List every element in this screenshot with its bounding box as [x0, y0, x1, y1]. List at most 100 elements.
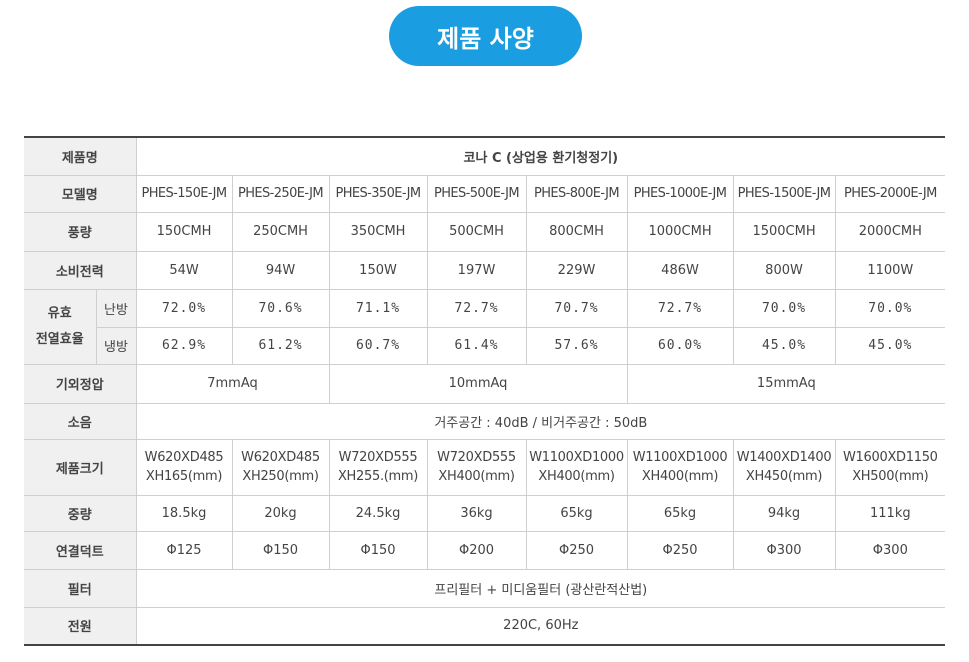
- data-cell: 229W: [525, 250, 628, 290]
- data-cell: 800CMH: [525, 211, 628, 252]
- data-cell: 60.7%: [328, 326, 428, 365]
- data-cell: 1500CMH: [732, 211, 836, 252]
- spec-table: 제품명 코나 C (상업용 환기청정기) 모델명 PHES-150E-JM PHE…: [24, 136, 946, 646]
- data-cell: 220C, 60Hz: [135, 606, 946, 646]
- data-cell: W620XD485 XH250(mm): [231, 438, 330, 496]
- size-line-2: XH165(mm): [145, 469, 223, 484]
- size-line-2: XH400(mm): [438, 469, 515, 484]
- data-cell: 45.0%: [834, 326, 946, 365]
- size-line-1: W720XD555: [338, 450, 418, 465]
- data-cell: 7mmAq: [135, 363, 330, 404]
- row-header: 유효 전열효율: [24, 288, 97, 365]
- data-cell: 61.2%: [231, 326, 330, 365]
- row-header: 제품명: [24, 136, 137, 176]
- data-cell: PHES-800E-JM: [525, 174, 628, 213]
- row-header: 제품크기: [24, 438, 137, 496]
- data-cell: PHES-350E-JM: [328, 174, 428, 213]
- size-line-1: W1100XD1000: [632, 450, 728, 465]
- data-cell: 486W: [626, 250, 734, 290]
- data-cell: 10mmAq: [328, 363, 628, 404]
- data-cell: 36kg: [426, 494, 527, 532]
- data-cell: 거주공간 : 40dB / 비거주공간 : 50dB: [135, 402, 946, 440]
- data-cell: 1000CMH: [626, 211, 734, 252]
- size-line-1: W620XD485: [241, 450, 320, 465]
- page-title: 제품 사양: [389, 6, 582, 66]
- data-cell: 프리필터 + 미디움필터 (광산란적산법): [135, 568, 946, 608]
- data-cell: 94kg: [732, 494, 836, 532]
- row-model: 모델명 PHES-150E-JM PHES-250E-JM PHES-350E-JM…: [24, 174, 946, 213]
- data-cell: 800W: [732, 250, 836, 290]
- row-cooling-eff: 냉방 62.9% 61.2% 60.7% 61.4% 57.6% 60.0% 45.0% 45…: [24, 326, 946, 365]
- row-product-name: 제품명 코나 C (상업용 환기청정기): [24, 136, 946, 176]
- row-header: 필터: [24, 568, 137, 608]
- data-cell: W620XD485 XH165(mm): [135, 438, 233, 496]
- data-cell: 65kg: [626, 494, 734, 532]
- data-cell: 72.7%: [626, 288, 734, 328]
- row-power-supply: 전원 220C, 60Hz: [24, 606, 946, 646]
- size-line-2: XH255.(mm): [337, 469, 419, 484]
- data-cell: 94W: [231, 250, 330, 290]
- data-cell: Φ250: [626, 530, 734, 570]
- data-cell: 70.0%: [732, 288, 836, 328]
- data-cell: 60.0%: [626, 326, 734, 365]
- data-cell: 500CMH: [426, 211, 527, 252]
- row-header: 소음: [24, 402, 137, 440]
- row-header: 연결덕트: [24, 530, 137, 570]
- data-cell: 70.0%: [834, 288, 946, 328]
- data-cell: W1600XD1150 XH500(mm): [834, 438, 946, 496]
- data-cell: Φ150: [231, 530, 330, 570]
- row-header: 모델명: [24, 174, 137, 213]
- sub-header: 냉방: [96, 326, 137, 365]
- row-header: 소비전력: [24, 250, 137, 290]
- size-line-1: W1100XD1000: [529, 450, 624, 465]
- data-cell: Φ250: [525, 530, 628, 570]
- row-weight: 중량 18.5kg 20kg 24.5kg 36kg 65kg 65kg 94kg 111kg: [24, 494, 946, 532]
- data-cell: PHES-250E-JM: [231, 174, 330, 213]
- row-heating-eff: 유효 전열효율 난방 72.0% 70.6% 71.1% 72.7% 70.7% 72.7…: [24, 288, 946, 365]
- data-cell: 70.6%: [231, 288, 330, 328]
- row-header: 기외정압: [24, 363, 137, 404]
- row-filter: 필터 프리필터 + 미디움필터 (광산란적산법): [24, 568, 946, 608]
- data-cell: 150W: [328, 250, 428, 290]
- data-cell: 2000CMH: [834, 211, 946, 252]
- data-cell: PHES-150E-JM: [135, 174, 233, 213]
- data-cell: 72.7%: [426, 288, 527, 328]
- data-cell: 54W: [135, 250, 233, 290]
- data-cell: 45.0%: [732, 326, 836, 365]
- row-airflow: 풍량 150CMH 250CMH 350CMH 500CMH 800CMH 1000CMH…: [24, 211, 946, 252]
- row-noise: 소음 거주공간 : 40dB / 비거주공간 : 50dB: [24, 402, 946, 440]
- data-cell: W1100XD1000 XH400(mm): [626, 438, 734, 496]
- data-cell: 70.7%: [525, 288, 628, 328]
- data-cell: 250CMH: [231, 211, 330, 252]
- data-cell: W720XD555 XH400(mm): [426, 438, 527, 496]
- data-cell: 57.6%: [525, 326, 628, 365]
- data-cell: 61.4%: [426, 326, 527, 365]
- row-static-pressure: 기외정압 7mmAq 10mmAq 15mmAq: [24, 363, 946, 404]
- row-power: 소비전력 54W 94W 150W 197W 229W 486W 800W 1100W: [24, 250, 946, 290]
- data-cell: PHES-1000E-JM: [626, 174, 734, 213]
- row-duct: 연결덕트 Φ125 Φ150 Φ150 Φ200 Φ250 Φ250 Φ300 Φ300: [24, 530, 946, 570]
- data-cell: Φ200: [426, 530, 527, 570]
- data-cell: PHES-1500E-JM: [732, 174, 836, 213]
- data-cell: 72.0%: [135, 288, 233, 328]
- size-line-1: W620XD485: [144, 450, 224, 465]
- row-header: 풍량: [24, 211, 137, 252]
- row-header: 중량: [24, 494, 137, 532]
- data-cell: Φ300: [834, 530, 946, 570]
- data-cell: PHES-500E-JM: [426, 174, 527, 213]
- data-cell: 24.5kg: [328, 494, 428, 532]
- data-cell: 15mmAq: [626, 363, 946, 404]
- data-cell: W1100XD1000 XH400(mm): [525, 438, 628, 496]
- size-line-1: W1400XD1400: [736, 450, 832, 465]
- data-cell: 197W: [426, 250, 527, 290]
- data-cell: 1100W: [834, 250, 946, 290]
- size-line-1: W1600XD1150: [843, 450, 938, 465]
- size-line-2: XH250(mm): [242, 469, 319, 484]
- size-line-1: W720XD555: [437, 450, 516, 465]
- row-header: 전원: [24, 606, 137, 646]
- data-cell: Φ150: [328, 530, 428, 570]
- data-cell: 20kg: [231, 494, 330, 532]
- data-cell: 62.9%: [135, 326, 233, 365]
- size-line-2: XH500(mm): [852, 469, 929, 484]
- data-cell: 18.5kg: [135, 494, 233, 532]
